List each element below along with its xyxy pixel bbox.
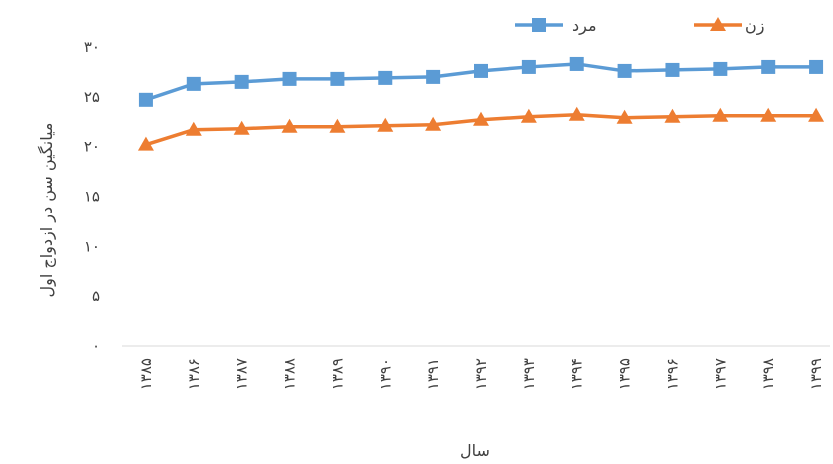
legend-marker xyxy=(532,18,546,32)
x-tick-label: ۱۳۹۳ xyxy=(520,358,538,390)
x-tick-label: ۱۳۸۸ xyxy=(281,358,299,390)
data-point-marker xyxy=(760,107,777,122)
data-point-marker xyxy=(712,107,729,122)
data-point-marker xyxy=(616,109,633,124)
data-point-marker xyxy=(185,121,202,136)
data-point-marker xyxy=(186,76,201,91)
data-point-marker xyxy=(521,59,536,74)
data-point-marker xyxy=(425,116,442,131)
data-point-marker xyxy=(234,74,249,89)
x-axis-ticks: ۱۳۸۵ ۱۳۸۶ ۱۳۸۷ ۱۳۸۸ ۱۳۸۹ ۱۳۹۰ ۱۳۹۱ ۱۳۹۲ ۱۳۹۳ ۱۳۹۴… xyxy=(137,358,825,390)
data-point-marker xyxy=(808,107,825,122)
x-tick-label: ۱۳۹۹ xyxy=(807,358,825,390)
x-tick-label: ۱۳۹۸ xyxy=(759,358,777,390)
data-point-marker xyxy=(568,106,585,121)
y-tick-label: ۲۰ xyxy=(84,138,100,156)
data-point-marker xyxy=(473,111,489,126)
y-axis-title: میانگین سن در ازدواج اول xyxy=(37,123,57,298)
x-tick-label: ۱۳۹۱ xyxy=(424,358,442,390)
y-tick-label: ۰ xyxy=(92,337,100,355)
x-tick-label: ۱۳۹۴ xyxy=(568,358,586,390)
y-tick-label: ۳۰ xyxy=(84,38,100,56)
data-point-marker xyxy=(138,92,153,107)
data-point-marker xyxy=(377,117,394,132)
y-tick-label: ۱۵ xyxy=(84,188,100,206)
data-point-marker xyxy=(282,71,297,86)
data-point-marker xyxy=(809,59,824,74)
x-tick-label: ۱۳۹۵ xyxy=(616,358,634,390)
y-axis-ticks: ۰ ۵ ۱۰ ۱۵ ۲۰ ۲۵ ۳۰ xyxy=(84,38,100,355)
legend-label: زن xyxy=(745,16,764,36)
legend: مرد زن xyxy=(515,16,764,36)
x-tick-label: ۱۳۹۶ xyxy=(663,358,681,390)
data-point-marker xyxy=(426,69,441,84)
data-point-marker xyxy=(569,56,584,71)
data-point-marker xyxy=(378,70,393,85)
data-point-marker xyxy=(330,71,345,86)
data-point-marker xyxy=(233,120,250,135)
x-tick-label: ۱۳۹۷ xyxy=(711,358,729,390)
x-tick-label: ۱۳۸۹ xyxy=(328,358,346,390)
data-point-marker xyxy=(281,118,298,133)
data-point-marker xyxy=(761,59,776,74)
data-point-marker xyxy=(137,136,154,151)
data-point-marker xyxy=(664,108,681,123)
y-tick-label: ۲۵ xyxy=(84,88,100,106)
x-tick-label: ۱۳۹۰ xyxy=(376,358,394,390)
data-point-marker xyxy=(474,63,488,78)
x-tick-label: ۱۳۸۶ xyxy=(185,358,203,390)
series-layer xyxy=(137,56,825,151)
x-tick-label: ۱۳۹۲ xyxy=(472,358,490,390)
y-tick-label: ۵ xyxy=(92,287,100,305)
x-axis-title: سال xyxy=(460,441,490,460)
data-point-marker xyxy=(617,63,632,78)
data-point-marker xyxy=(520,108,537,123)
y-tick-label: ۱۰ xyxy=(84,237,100,255)
data-point-marker xyxy=(713,61,728,76)
data-point-marker xyxy=(665,62,680,77)
data-point-marker xyxy=(329,118,346,133)
legend-marker xyxy=(710,17,726,31)
x-tick-label: ۱۳۸۵ xyxy=(137,358,155,390)
x-tick-label: ۱۳۸۷ xyxy=(233,358,251,390)
legend-label: مرد xyxy=(572,16,597,36)
